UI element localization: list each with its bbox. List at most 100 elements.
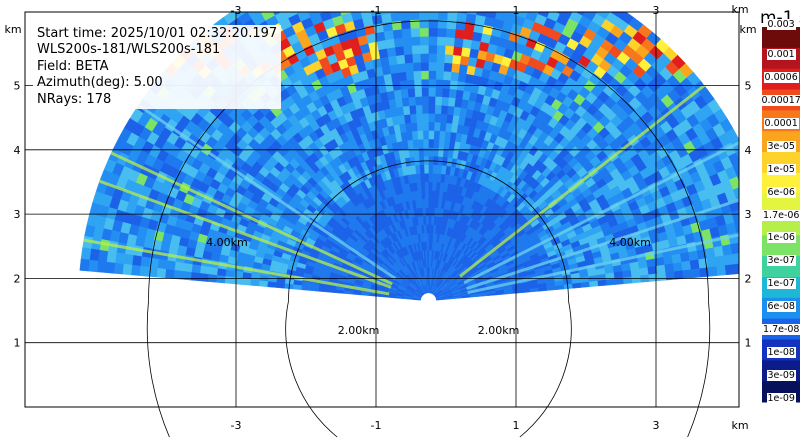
start-time-text: Start time: 2025/10/01 02:32:20.197 (37, 26, 278, 41)
data-cell (428, 27, 438, 37)
data-cell (466, 12, 477, 15)
info-box: Start time: 2025/10/01 02:32:20.197 WLS2… (33, 25, 282, 110)
data-cell (475, 12, 487, 17)
data-cell (467, 56, 478, 67)
colorbar-tick-label: 1e-07 (766, 278, 796, 290)
data-cell (600, 0, 614, 12)
data-cell (515, 12, 528, 19)
data-cell (428, 104, 436, 114)
data-cell (433, 121, 441, 132)
data-cell (655, 264, 666, 274)
data-cell (428, 138, 435, 148)
data-cell (460, 46, 471, 58)
data-cell (436, 44, 446, 55)
colorbar-top-label: 0.003 (766, 19, 796, 30)
range-ring-lower-left (146, 300, 170, 438)
data-cell (326, 0, 338, 10)
data-cell (422, 130, 429, 140)
data-cell (421, 104, 429, 114)
data-cell (443, 53, 454, 64)
data-cell (419, 173, 425, 183)
data-cell (499, 0, 511, 4)
data-cell (396, 62, 407, 73)
y-unit-label-left: km (4, 23, 21, 36)
data-cell (418, 155, 425, 166)
data-cell (437, 147, 444, 158)
data-cell (402, 45, 413, 55)
data-cell (428, 207, 432, 217)
data-cell (422, 121, 429, 131)
data-cell (96, 260, 107, 273)
colorbar-tick-label: 0.001 (766, 49, 796, 60)
data-cell (454, 97, 463, 108)
data-cell (388, 0, 399, 5)
data-cell (380, 12, 391, 15)
data-cell (428, 44, 438, 54)
data-cell (418, 147, 424, 157)
data-cell (383, 29, 394, 41)
data-cell (410, 27, 421, 38)
data-cell (284, 12, 298, 19)
data-cell (421, 87, 429, 97)
data-cell (324, 0, 337, 2)
data-cell (432, 173, 438, 183)
data-cell (439, 122, 447, 132)
x-tick-label-top: 1 (513, 4, 520, 17)
data-cell (419, 2, 429, 11)
x-tick-label-bottom: -3 (231, 419, 242, 432)
data-cell (329, 12, 342, 19)
data-cell (478, 0, 489, 8)
data-cell (422, 138, 429, 148)
data-cell (567, 0, 581, 3)
data-cell (487, 0, 499, 10)
data-cell (233, 270, 244, 279)
data-cell (411, 44, 421, 55)
y-tick-label-right: 2 (745, 272, 752, 285)
data-cell (436, 164, 443, 175)
data-cell (418, 12, 429, 20)
data-cell (446, 105, 455, 116)
data-cell (417, 130, 424, 140)
data-cell (80, 247, 92, 261)
data-cell (524, 12, 538, 22)
data-cell (79, 258, 90, 272)
data-cell (417, 138, 424, 149)
colorbar-tick-label: 0.0006 (763, 71, 799, 83)
data-cell (405, 70, 415, 81)
data-cell (741, 184, 753, 197)
data-cell (438, 130, 446, 141)
data-cell (401, 28, 412, 38)
data-cell (182, 262, 193, 273)
data-cell (541, 0, 554, 9)
data-cell (358, 0, 370, 10)
data-cell (424, 172, 429, 183)
data-cell (448, 0, 459, 4)
data-cell (424, 190, 429, 200)
colorbar-tick-label: 1e-06 (766, 232, 796, 244)
data-cell (400, 88, 409, 99)
data-cell (436, 36, 447, 46)
data-cell (419, 36, 429, 46)
y-tick-label-right: 3 (745, 208, 752, 221)
data-cell (458, 63, 468, 74)
data-cell (434, 113, 442, 123)
data-cell (741, 159, 753, 173)
data-cell (503, 12, 507, 13)
data-cell (428, 224, 432, 234)
data-cell (280, 0, 294, 10)
data-cell (546, 12, 560, 22)
data-cell (458, 0, 469, 5)
data-cell (336, 0, 348, 7)
data-cell (531, 0, 544, 6)
data-cell (442, 70, 452, 81)
data-cell (468, 0, 479, 6)
range-ring-lower-right (519, 300, 572, 438)
y-tick-label-left: 2 (14, 272, 21, 285)
data-cell (428, 61, 437, 71)
data-cell (440, 113, 448, 124)
data-cell (399, 79, 408, 90)
data-cell (409, 2, 419, 11)
data-cell (544, 0, 557, 2)
data-cell (419, 164, 425, 174)
data-cell (243, 0, 257, 12)
